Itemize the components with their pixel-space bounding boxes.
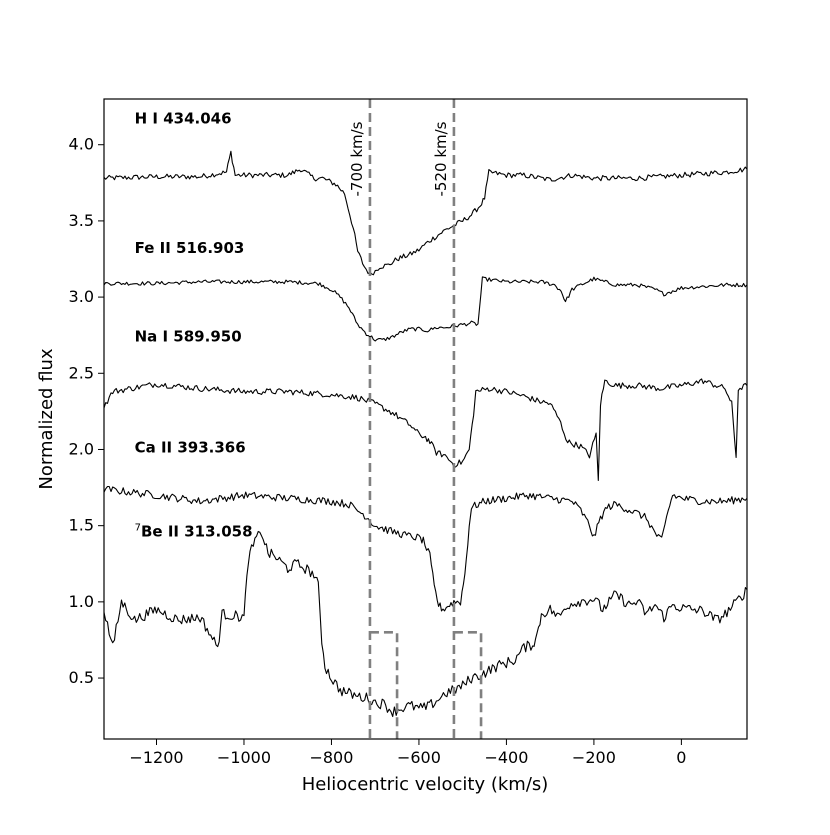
y-axis-label: Normalized flux (36, 348, 57, 490)
velocity-markers: -700 km/s -520 km/s (348, 99, 483, 739)
y-tick-label: 1.5 (69, 516, 94, 535)
spectrum-label: Na I 589.950 (135, 327, 242, 345)
plot-frame (103, 98, 748, 740)
spectrum-trace (103, 485, 748, 612)
x-tick-label: −200 (572, 748, 616, 767)
spectrum-label: 7Be II 313.058 (135, 522, 253, 540)
y-tick-label: 3.5 (69, 211, 94, 230)
spectrum-label-text: Be II 313.058 (141, 522, 253, 540)
spectrum-traces (103, 150, 748, 718)
spectrum-label: Fe II 516.903 (135, 239, 245, 257)
y-tick-label: 2.5 (69, 363, 94, 382)
velocity-marker-label: -700 km/s (348, 121, 366, 196)
x-axis-ticks: −1200 −1000 −800 −600 −400 −200 0 (129, 739, 686, 767)
velocity-bracket-step (453, 631, 483, 739)
spectrum-trace (103, 150, 748, 276)
x-axis-label: Heliocentric velocity (km/s) (302, 774, 549, 795)
spectrum-trace (103, 530, 748, 718)
spectrum-labels: H I 434.046 Fe II 516.903 Na I 589.950 Ca I… (135, 109, 253, 540)
isotope-superscript: 7 (135, 522, 141, 533)
y-tick-label: 4.0 (69, 135, 94, 154)
spectrum-label: H I 434.046 (135, 109, 232, 127)
spectrum-trace (103, 276, 748, 342)
spectrum-label: Ca II 393.366 (135, 439, 246, 457)
velocity-marker-label: -520 km/s (432, 121, 450, 196)
spectrum-trace (103, 378, 748, 482)
x-tick-label: −1000 (217, 748, 271, 767)
y-tick-label: 3.0 (69, 287, 94, 306)
y-tick-label: 1.0 (69, 592, 94, 611)
velocity-bracket-step (369, 631, 399, 739)
y-axis-ticks: 0.5 1.0 1.5 2.0 2.5 3.0 3.5 4.0 (69, 135, 104, 687)
x-tick-label: −800 (309, 748, 353, 767)
x-tick-label: −600 (397, 748, 441, 767)
x-tick-label: 0 (676, 748, 686, 767)
y-tick-label: 0.5 (69, 668, 94, 687)
y-tick-label: 2.0 (69, 439, 94, 458)
x-tick-label: −1200 (129, 748, 183, 767)
x-tick-label: −400 (484, 748, 528, 767)
